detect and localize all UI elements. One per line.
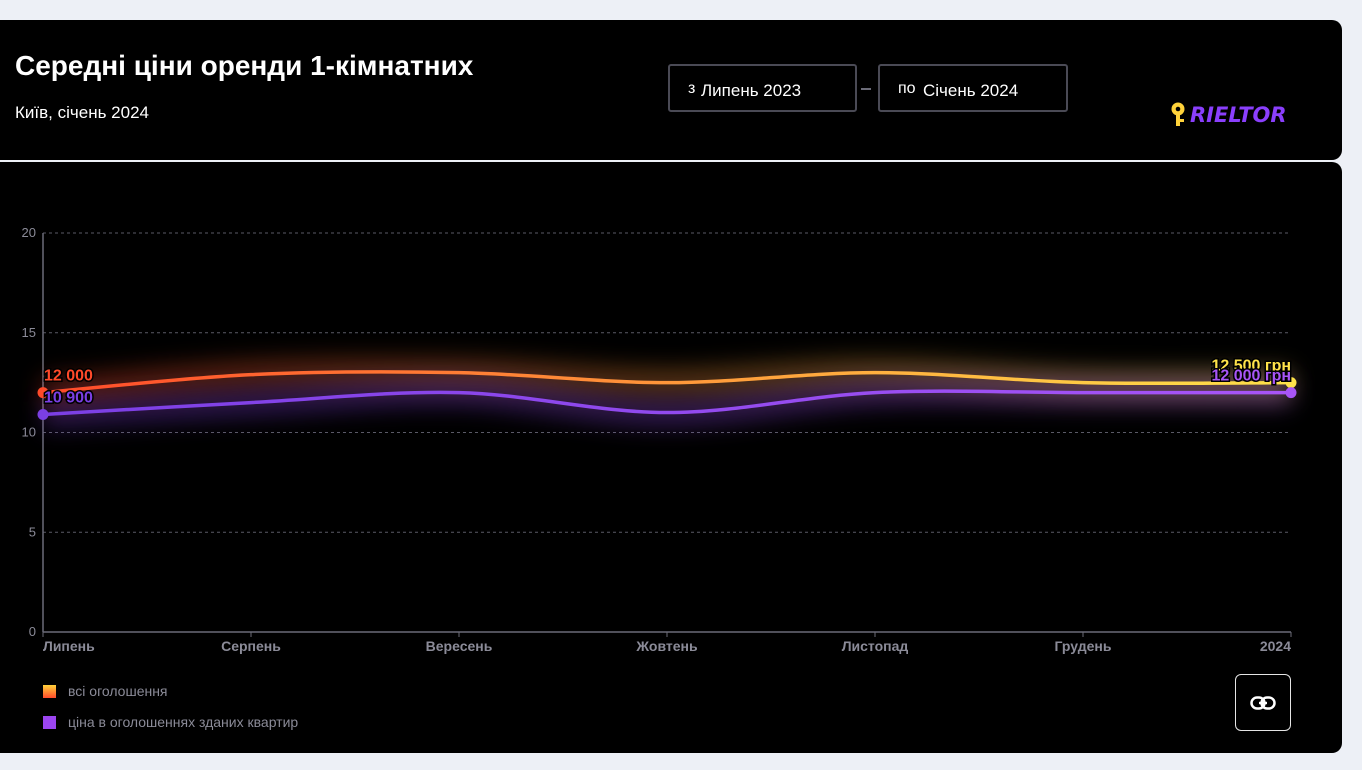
y-tick-label-15: 15 xyxy=(22,325,36,340)
series-end-point-rented-listings xyxy=(1285,387,1297,399)
x-tick-label-2: Вересень xyxy=(426,638,493,654)
y-tick-label-20: 20 xyxy=(22,225,36,240)
series-end-label-rented-listings: 12 000 грн xyxy=(1212,368,1291,385)
series-end-label-all-listings: 12 500 грн xyxy=(1212,358,1291,375)
x-tick-label-5: Грудень xyxy=(1055,638,1112,654)
series-line-all-listings xyxy=(41,370,1293,395)
legend-item-all-listings[interactable]: всі оголошення xyxy=(43,680,298,702)
page-subtitle: Київ, січень 2024 xyxy=(15,103,149,122)
legend-swatch-rented-listings xyxy=(43,715,56,729)
series-start-point-all-listings xyxy=(37,387,49,399)
price-line-chart: 0 5 10 15 20 Липень Серпень Вересень Жовтень Лист… xyxy=(22,225,1297,654)
date-from-value: Липень 2023 xyxy=(701,81,802,100)
date-to-prefix: по xyxy=(898,80,916,97)
x-tick-label-6: 2024 xyxy=(1260,638,1291,654)
key-icon xyxy=(1171,102,1185,126)
legend-label-all-listings: всі оголошення xyxy=(68,683,168,699)
header-card: Середні ціни оренди 1-кімнатних Київ, сі… xyxy=(0,20,1342,160)
legend-item-rented-listings[interactable]: ціна в оголошеннях зданих квартир xyxy=(43,711,298,733)
x-tick-label-4: Листопад xyxy=(842,638,909,654)
x-tick-label-1: Серпень xyxy=(221,638,281,654)
series-line-rented-listings xyxy=(41,389,1293,417)
series-start-label-all-listings: 12 000 xyxy=(44,368,93,385)
series-start-point-rented-listings xyxy=(37,409,49,421)
series-start-label-rented-listings: 10 900 xyxy=(44,390,93,407)
copy-link-button[interactable] xyxy=(1235,674,1291,731)
logo-text: RIELTOR xyxy=(1190,103,1287,127)
x-tick-label-3: Жовтень xyxy=(635,638,698,654)
y-tick-label-10: 10 xyxy=(22,425,36,440)
legend-label-rented-listings: ціна в оголошеннях зданих квартир xyxy=(68,714,299,730)
series-end-point-all-listings xyxy=(1285,377,1297,389)
chart-legend: всі оголошення ціна в оголошеннях зданих… xyxy=(43,680,298,742)
y-tick-label-0: 0 xyxy=(29,624,36,639)
link-icon xyxy=(1250,695,1276,710)
date-to-field[interactable]: по Січень 2024 xyxy=(878,64,1068,112)
page-title: Середні ціни оренди 1-кімнатних xyxy=(15,50,474,81)
date-to-value: Січень 2024 xyxy=(923,81,1019,100)
rieltor-logo[interactable]: RIELTOR xyxy=(1168,100,1323,128)
chart-card: 0 5 10 15 20 Липень Серпень Вересень Жовтень Лист… xyxy=(0,162,1342,753)
date-from-field[interactable]: з Липень 2023 xyxy=(668,64,857,112)
y-tick-label-5: 5 xyxy=(29,524,36,539)
x-tick-label-0: Липень xyxy=(43,638,95,654)
legend-swatch-all-listings xyxy=(43,684,56,698)
date-range-separator xyxy=(861,88,871,90)
date-from-prefix: з xyxy=(688,80,696,97)
